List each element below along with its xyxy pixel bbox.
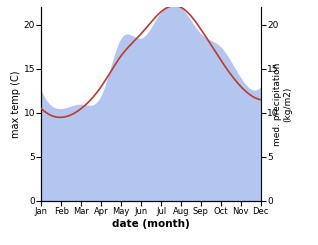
Y-axis label: med. precipitation
(kg/m2): med. precipitation (kg/m2) <box>273 62 292 146</box>
Y-axis label: max temp (C): max temp (C) <box>11 70 21 138</box>
X-axis label: date (month): date (month) <box>112 219 190 229</box>
